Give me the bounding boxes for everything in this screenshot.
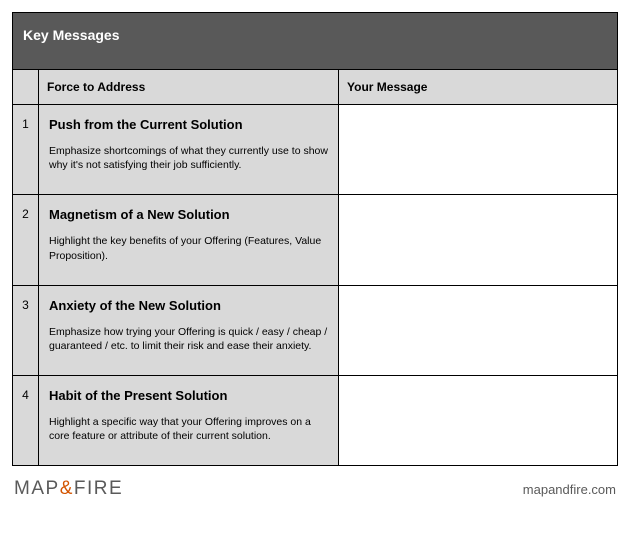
table-row: 1 Push from the Current Solution Emphasi… <box>13 105 618 195</box>
header-num <box>13 70 39 105</box>
force-description: Highlight a specific way that your Offer… <box>49 415 328 443</box>
message-cell[interactable] <box>339 105 618 195</box>
force-description: Emphasize how trying your Offering is qu… <box>49 325 328 353</box>
header-message: Your Message <box>339 70 618 105</box>
logo-map: MAP <box>14 478 60 499</box>
logo-fire: FIRE <box>74 478 123 499</box>
row-number: 2 <box>13 195 39 285</box>
title-row: Key Messages <box>13 13 618 70</box>
force-title: Anxiety of the New Solution <box>49 298 328 313</box>
message-cell[interactable] <box>339 285 618 375</box>
force-cell: Anxiety of the New Solution Emphasize ho… <box>39 285 339 375</box>
message-cell[interactable] <box>339 195 618 285</box>
force-cell: Habit of the Present Solution Highlight … <box>39 376 339 466</box>
row-number: 4 <box>13 376 39 466</box>
logo: MAP&FIRE <box>14 478 123 500</box>
force-title: Push from the Current Solution <box>49 117 328 132</box>
force-description: Highlight the key benefits of your Offer… <box>49 234 328 262</box>
header-force: Force to Address <box>39 70 339 105</box>
logo-amp: & <box>60 478 74 499</box>
key-messages-table: Key Messages Force to Address Your Messa… <box>12 12 618 466</box>
row-number: 3 <box>13 285 39 375</box>
force-title: Magnetism of a New Solution <box>49 207 328 222</box>
table-row: 4 Habit of the Present Solution Highligh… <box>13 376 618 466</box>
force-description: Emphasize shortcomings of what they curr… <box>49 144 328 172</box>
table-title: Key Messages <box>13 13 618 70</box>
row-number: 1 <box>13 105 39 195</box>
message-cell[interactable] <box>339 376 618 466</box>
header-row: Force to Address Your Message <box>13 70 618 105</box>
force-cell: Push from the Current Solution Emphasize… <box>39 105 339 195</box>
footer: MAP&FIRE mapandfire.com <box>12 478 618 500</box>
force-title: Habit of the Present Solution <box>49 388 328 403</box>
table-row: 3 Anxiety of the New Solution Emphasize … <box>13 285 618 375</box>
table-row: 2 Magnetism of a New Solution Highlight … <box>13 195 618 285</box>
footer-url: mapandfire.com <box>523 482 616 497</box>
force-cell: Magnetism of a New Solution Highlight th… <box>39 195 339 285</box>
